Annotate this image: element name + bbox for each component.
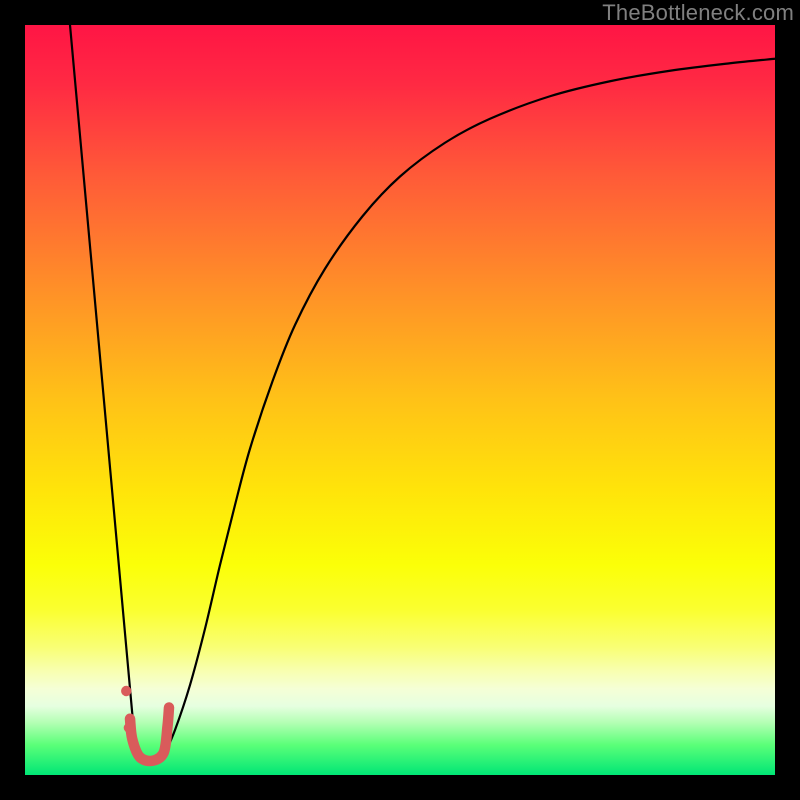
plot-background — [25, 25, 775, 775]
bottleneck-chart — [0, 0, 800, 800]
marker-dot-1 — [124, 723, 134, 733]
chart-frame: TheBottleneck.com — [0, 0, 800, 800]
marker-dot-0 — [121, 686, 131, 696]
watermark-text: TheBottleneck.com — [602, 0, 794, 26]
